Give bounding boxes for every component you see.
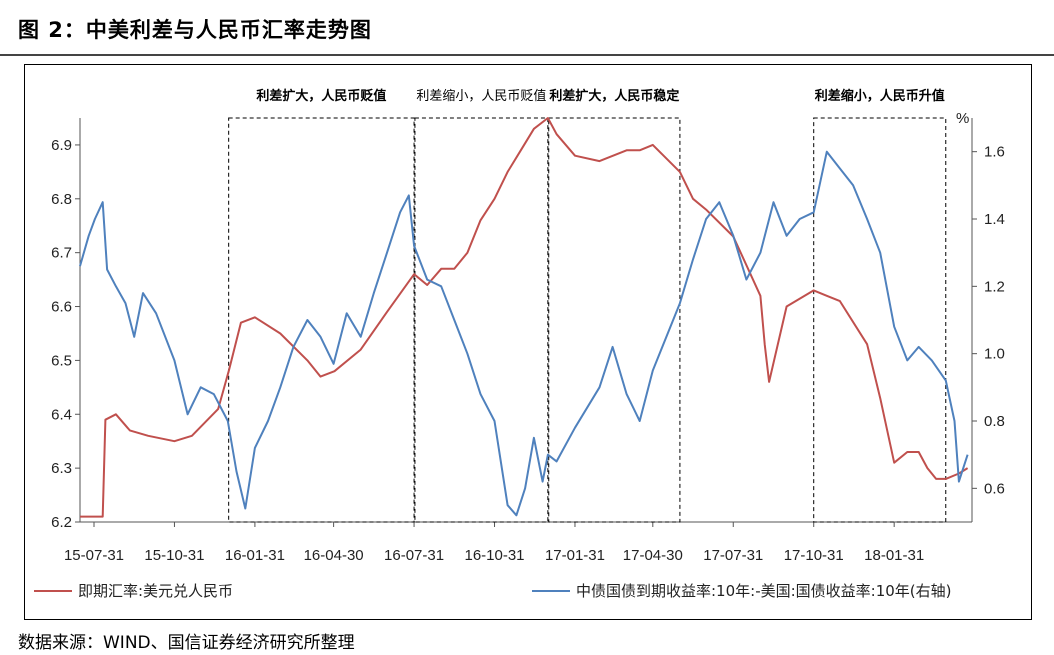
x-tick-label: 17-07-31 — [703, 547, 763, 564]
annotation-box-4 — [813, 117, 947, 523]
series-line-yield-spread — [79, 150, 969, 517]
annotation-label-2: 利差缩小，人民币贬值 — [416, 88, 546, 104]
right-y-tick-label: 0.8 — [984, 413, 1005, 430]
source-note: 数据来源：WIND、国信证券经济研究所整理 — [18, 633, 355, 653]
left-y-tick-label: 6.6 — [51, 299, 72, 316]
series-line-usdcny — [80, 117, 969, 518]
legend-label-usdcny: 即期汇率:美元兑人民币 — [78, 582, 233, 600]
left-y-tick-label: 6.5 — [51, 352, 72, 369]
right-y-tick-label: 1.2 — [984, 278, 1005, 295]
x-tick-label: 16-07-31 — [384, 547, 444, 564]
annotation-label-4: 利差缩小，人民币升值 — [815, 88, 945, 104]
chart-title: 图 2：中美利差与人民币汇率走势图 — [18, 18, 372, 42]
x-tick-label: 16-10-31 — [464, 547, 524, 564]
x-tick-label: 18-01-31 — [864, 547, 924, 564]
annotation-label-3: 利差扩大，人民币稳定 — [549, 88, 679, 104]
annotation-box-2 — [414, 117, 549, 523]
annotation-box-1 — [228, 117, 415, 523]
x-tick-label: 15-07-31 — [64, 547, 124, 564]
annotation-label-1: 利差扩大，人民币贬值 — [256, 88, 386, 104]
x-tick-label: 16-04-30 — [304, 547, 364, 564]
right-y-tick-label: 1.4 — [984, 211, 1005, 228]
right-y-tick-label: 1.6 — [984, 144, 1005, 161]
left-y-tick-label: 6.3 — [51, 460, 72, 477]
right-y-tick-label: 1.0 — [984, 346, 1005, 363]
x-tick-label: 17-10-31 — [784, 547, 844, 564]
left-y-tick-label: 6.8 — [51, 191, 72, 208]
right-axis-unit: % — [956, 110, 969, 127]
legend-label-yield-spread: 中债国债到期收益率:10年:-美国:国债收益率:10年(右轴) — [576, 582, 952, 600]
x-tick-label: 17-04-30 — [623, 547, 683, 564]
annotation-box-3 — [548, 117, 681, 523]
left-y-tick-label: 6.7 — [51, 245, 72, 262]
chart-frame — [24, 64, 1032, 620]
title-divider — [0, 54, 1054, 56]
left-y-tick-label: 6.2 — [51, 514, 72, 531]
x-tick-label: 17-01-31 — [545, 547, 605, 564]
x-tick-label: 15-10-31 — [144, 547, 204, 564]
x-tick-label: 16-01-31 — [225, 547, 285, 564]
left-y-tick-label: 6.9 — [51, 137, 72, 154]
left-y-tick-label: 6.4 — [51, 406, 72, 423]
right-y-tick-label: 0.6 — [984, 480, 1005, 497]
